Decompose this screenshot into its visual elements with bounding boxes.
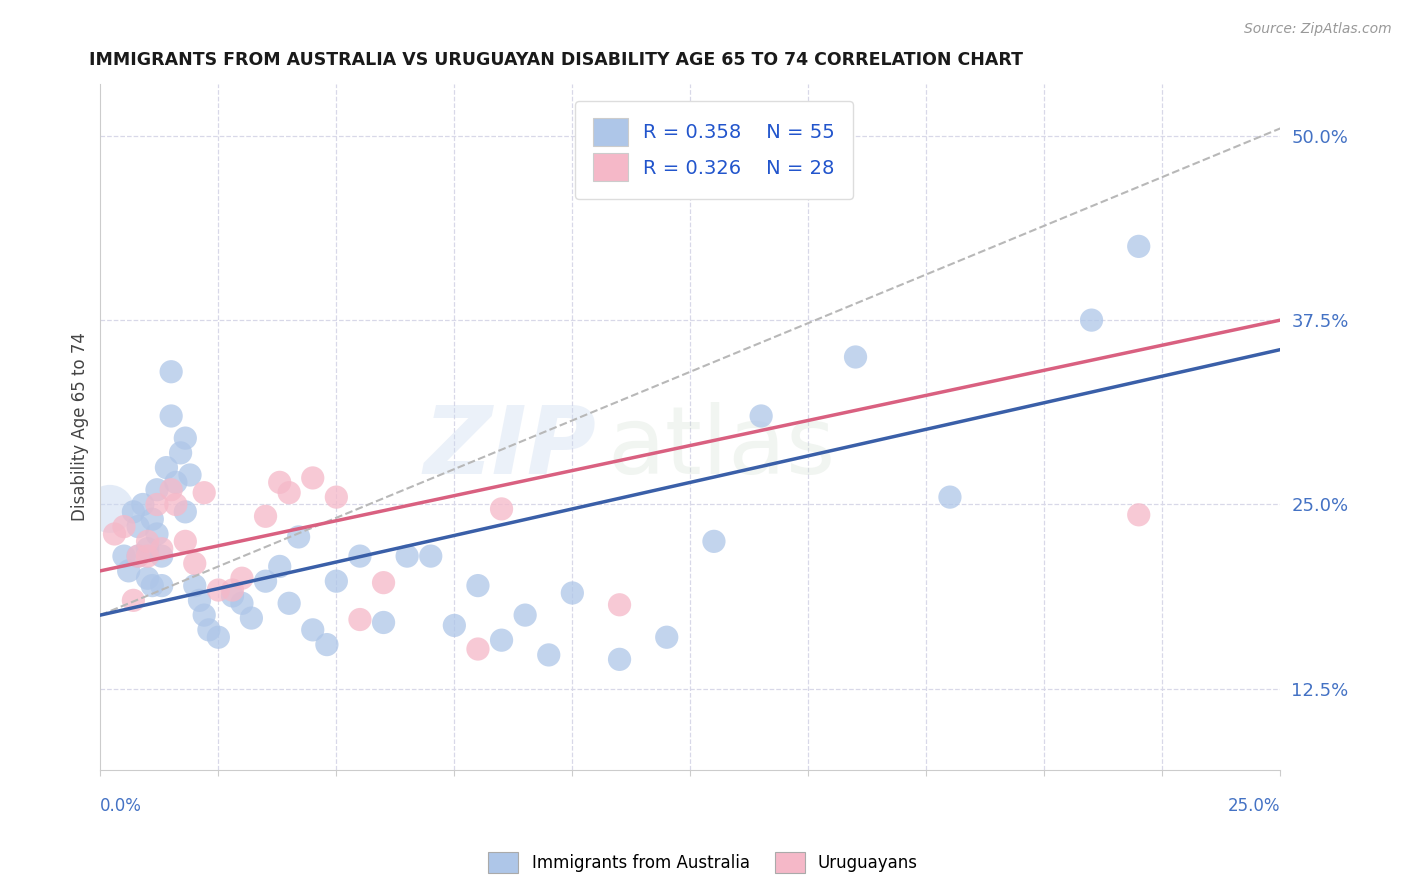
Text: 0.0%: 0.0%	[100, 797, 142, 814]
Point	[193, 608, 215, 623]
Point	[561, 586, 583, 600]
Point	[537, 648, 560, 662]
Point	[136, 541, 159, 556]
Point	[467, 579, 489, 593]
Point	[150, 549, 173, 563]
Point	[703, 534, 725, 549]
Point	[749, 409, 772, 423]
Point	[515, 608, 537, 623]
Point	[254, 574, 277, 589]
Point	[655, 630, 678, 644]
Point	[112, 549, 135, 563]
Point	[127, 519, 149, 533]
Point	[122, 593, 145, 607]
Point	[325, 490, 347, 504]
Point	[301, 471, 323, 485]
Point	[231, 596, 253, 610]
Point	[188, 593, 211, 607]
Point	[207, 582, 229, 597]
Point	[136, 534, 159, 549]
Point	[325, 574, 347, 589]
Point	[132, 498, 155, 512]
Point	[269, 559, 291, 574]
Point	[221, 589, 243, 603]
Text: atlas: atlas	[607, 401, 837, 493]
Point	[103, 527, 125, 541]
Point	[443, 618, 465, 632]
Point	[198, 623, 221, 637]
Point	[150, 541, 173, 556]
Point	[174, 534, 197, 549]
Text: 25.0%: 25.0%	[1227, 797, 1281, 814]
Point	[141, 579, 163, 593]
Point	[221, 582, 243, 597]
Point	[160, 483, 183, 497]
Point	[184, 579, 207, 593]
Y-axis label: Disability Age 65 to 74: Disability Age 65 to 74	[72, 333, 89, 522]
Point	[150, 579, 173, 593]
Point	[316, 638, 339, 652]
Text: IMMIGRANTS FROM AUSTRALIA VS URUGUAYAN DISABILITY AGE 65 TO 74 CORRELATION CHART: IMMIGRANTS FROM AUSTRALIA VS URUGUAYAN D…	[89, 51, 1022, 69]
Point	[278, 485, 301, 500]
Point	[396, 549, 419, 563]
Point	[136, 549, 159, 563]
Point	[122, 505, 145, 519]
Point	[118, 564, 141, 578]
Point	[609, 652, 631, 666]
Point	[349, 549, 371, 563]
Point	[146, 527, 169, 541]
Text: ZIP: ZIP	[423, 401, 596, 493]
Point	[174, 431, 197, 445]
Point	[491, 502, 513, 516]
Point	[184, 557, 207, 571]
Point	[112, 519, 135, 533]
Legend: R = 0.358    N = 55, R = 0.326    N = 28: R = 0.358 N = 55, R = 0.326 N = 28	[575, 101, 852, 199]
Point	[349, 613, 371, 627]
Point	[127, 549, 149, 563]
Legend: Immigrants from Australia, Uruguayans: Immigrants from Australia, Uruguayans	[481, 846, 925, 880]
Point	[169, 446, 191, 460]
Point	[207, 630, 229, 644]
Point	[240, 611, 263, 625]
Point	[467, 642, 489, 657]
Point	[127, 549, 149, 563]
Point	[98, 502, 121, 516]
Point	[278, 596, 301, 610]
Point	[146, 483, 169, 497]
Point	[419, 549, 441, 563]
Point	[160, 365, 183, 379]
Point	[193, 485, 215, 500]
Text: Source: ZipAtlas.com: Source: ZipAtlas.com	[1244, 22, 1392, 37]
Point	[609, 598, 631, 612]
Point	[269, 475, 291, 490]
Point	[155, 460, 177, 475]
Point	[174, 505, 197, 519]
Point	[1080, 313, 1102, 327]
Point	[254, 509, 277, 524]
Point	[301, 623, 323, 637]
Point	[165, 475, 187, 490]
Point	[165, 498, 187, 512]
Point	[141, 512, 163, 526]
Point	[231, 571, 253, 585]
Point	[491, 633, 513, 648]
Point	[939, 490, 962, 504]
Point	[844, 350, 866, 364]
Point	[373, 615, 395, 630]
Point	[1128, 508, 1150, 522]
Point	[287, 530, 309, 544]
Point	[1128, 239, 1150, 253]
Point	[373, 575, 395, 590]
Point	[146, 498, 169, 512]
Point	[136, 571, 159, 585]
Point	[179, 467, 201, 482]
Point	[160, 409, 183, 423]
